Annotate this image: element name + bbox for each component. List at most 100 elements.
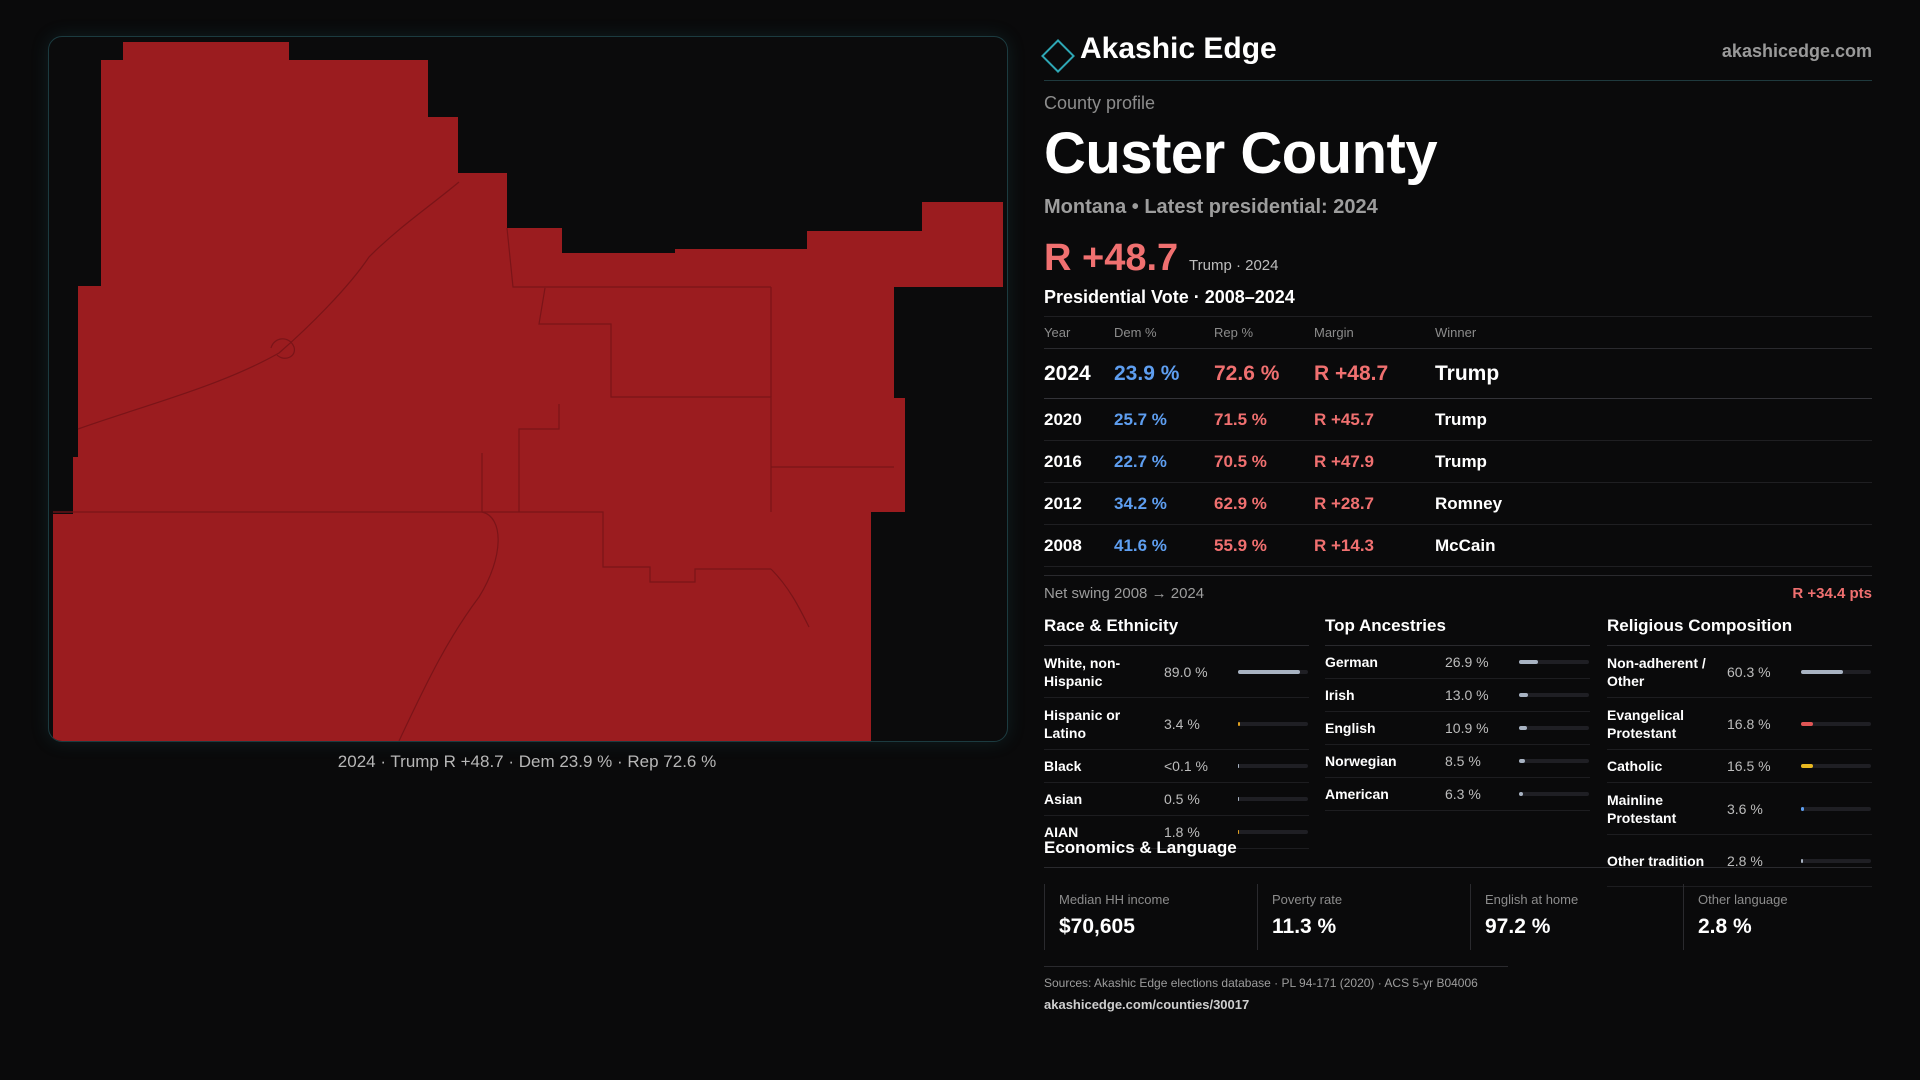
vote-table-row: 2008 41.6 % 55.9 % R +14.3 McCain <box>1044 524 1872 567</box>
race-row-value: 1.8 % <box>1164 824 1200 840</box>
religion-row: Non-adherent / Other 60.3 % <box>1607 646 1872 698</box>
race-row-bar <box>1238 721 1308 726</box>
english-at-home-stat: English at home 97.2 % <box>1470 884 1670 950</box>
county-shape <box>53 42 1003 741</box>
col-header-margin: Margin <box>1314 317 1435 349</box>
religion-row-bar-fill <box>1801 721 1813 726</box>
cell-rep-pct: 72.6 % <box>1214 348 1314 399</box>
religion-row-label: Other tradition <box>1607 852 1705 869</box>
cell-winner: Trump <box>1435 348 1872 399</box>
county-map[interactable] <box>48 36 1008 742</box>
county-url-link[interactable]: akashicedge.com/counties/30017 <box>1044 997 1250 1012</box>
headline-margin: R +48.7 <box>1044 237 1179 279</box>
vote-table-row: 2012 34.2 % 62.9 % R +28.7 Romney <box>1044 482 1872 525</box>
english-at-home-value: 97.2 % <box>1485 915 1551 938</box>
vote-table-title: Presidential Vote · 2008–2024 <box>1044 287 1872 317</box>
profile-panel: Akashic Edge akashicedge.com County prof… <box>1041 28 1872 887</box>
ancestry-row-label: German <box>1325 654 1378 670</box>
demographics-section: Race & Ethnicity White, non-Hispanic 89.0… <box>1044 616 1872 887</box>
religion-row-label: Catholic <box>1607 758 1663 774</box>
race-row-value: 89.0 % <box>1164 663 1208 680</box>
economics-title: Economics & Language <box>1044 838 1872 868</box>
cell-rep-pct: 71.5 % <box>1214 398 1314 441</box>
other-language-value: 2.8 % <box>1698 915 1752 938</box>
headline-result: R +48.7 Trump · 2024 <box>1044 237 1872 281</box>
cell-dem-pct: 25.7 % <box>1114 398 1214 441</box>
ancestry-row-bar-fill <box>1519 693 1529 697</box>
race-row-bar-fill <box>1238 669 1301 674</box>
cell-rep-pct: 62.9 % <box>1214 482 1314 525</box>
river-line <box>270 338 296 359</box>
sources-text: Sources: Akashic Edge elections database… <box>1044 976 1478 990</box>
cell-winner: McCain <box>1435 524 1872 567</box>
cell-year: 2020 <box>1044 398 1114 441</box>
subdivision-line <box>518 404 560 512</box>
ancestry-row: Norwegian 8.5 % <box>1325 745 1590 778</box>
page-subtitle: Montana • Latest presidential: 2024 <box>1044 196 1378 218</box>
ancestry-row-label: American <box>1325 786 1389 802</box>
median-income-stat: Median HH income $70,605 <box>1044 884 1244 950</box>
cell-winner: Trump <box>1435 398 1872 441</box>
race-row-label: Black <box>1044 758 1082 774</box>
religion-row-bar <box>1801 858 1871 863</box>
cell-dem-pct: 34.2 % <box>1114 482 1214 525</box>
ancestry-row: German 26.9 % <box>1325 646 1590 679</box>
cell-year: 2016 <box>1044 440 1114 483</box>
ancestry-title: Top Ancestries <box>1325 616 1590 646</box>
median-income-label: Median HH income <box>1059 892 1170 907</box>
race-row-label: White, non-Hispanic <box>1044 654 1121 689</box>
religion-row-value: 16.8 % <box>1727 715 1771 732</box>
race-row: Black <0.1 % <box>1044 750 1309 783</box>
brand-header: Akashic Edge akashicedge.com <box>1041 28 1872 81</box>
cell-margin: R +45.7 <box>1314 398 1435 441</box>
ancestry-row: English 10.9 % <box>1325 712 1590 745</box>
subdivision-line <box>481 453 771 583</box>
race-row-value: 0.5 % <box>1164 791 1200 807</box>
eyebrow-label: County profile <box>1044 93 1156 113</box>
brand-name[interactable]: Akashic Edge <box>1080 32 1277 65</box>
net-swing-label: Net swing 2008 → 2024 <box>1044 585 1205 602</box>
religion-row: Catholic 16.5 % <box>1607 750 1872 783</box>
subdivision-line <box>695 396 772 512</box>
ancestry-row-bar <box>1519 759 1589 763</box>
ancestry-row-bar <box>1519 660 1589 664</box>
race-row-label: Asian <box>1044 791 1083 807</box>
county-map-svg <box>53 42 1003 741</box>
other-language-label: Other language <box>1698 892 1788 907</box>
religion-row-label: Mainline Protestant <box>1607 791 1677 826</box>
net-swing-row: Net swing 2008 → 2024 R +34.4 pts <box>1044 575 1872 610</box>
brand-url-link[interactable]: akashicedge.com <box>1721 41 1872 61</box>
cell-dem-pct: 41.6 % <box>1114 524 1214 567</box>
religion-row-bar-fill <box>1801 806 1804 811</box>
race-row-bar <box>1238 797 1308 801</box>
religion-row-value: 60.3 % <box>1727 663 1771 680</box>
race-row: Hispanic or Latino 3.4 % <box>1044 698 1309 750</box>
cell-margin: R +14.3 <box>1314 524 1435 567</box>
cell-winner: Romney <box>1435 482 1872 525</box>
race-row: Asian 0.5 % <box>1044 783 1309 816</box>
poverty-rate-value: 11.3 % <box>1272 915 1337 938</box>
poverty-rate-stat: Poverty rate 11.3 % <box>1257 884 1457 950</box>
ancestry-row-bar-fill <box>1519 726 1527 730</box>
cell-margin: R +47.9 <box>1314 440 1435 483</box>
english-at-home-label: English at home <box>1485 892 1579 907</box>
map-caption: 2024 · Trump R +48.7 · Dem 23.9 % · Rep … <box>337 752 717 771</box>
net-swing-value: R +34.4 pts <box>1792 585 1872 602</box>
ancestry-row-label: Norwegian <box>1325 753 1397 769</box>
ancestry-row-label: English <box>1325 720 1376 736</box>
ancestry-panel: Top Ancestries German 26.9 % Irish 13.0 % En… <box>1325 616 1590 811</box>
race-ethnicity-panel: Race & Ethnicity White, non-Hispanic 89.0… <box>1044 616 1309 849</box>
religion-panel: Religious Composition Non-adherent / Oth… <box>1607 616 1872 887</box>
cell-winner: Trump <box>1435 440 1872 483</box>
race-row-bar-fill <box>1238 797 1240 801</box>
religion-row: Evangelical Protestant 16.8 % <box>1607 698 1872 750</box>
ancestry-row-bar-fill <box>1519 792 1524 796</box>
economics-row: Median HH income $70,605 Poverty rate 11.3 … <box>1044 884 1872 950</box>
ancestry-row: American 6.3 % <box>1325 778 1590 811</box>
religion-row-bar <box>1801 806 1871 811</box>
religion-row-bar-fill <box>1801 669 1844 674</box>
subdivision-line <box>53 511 499 741</box>
median-income-value: $70,605 <box>1059 915 1135 938</box>
cell-margin: R +28.7 <box>1314 482 1435 525</box>
col-header-winner: Winner <box>1435 317 1872 349</box>
